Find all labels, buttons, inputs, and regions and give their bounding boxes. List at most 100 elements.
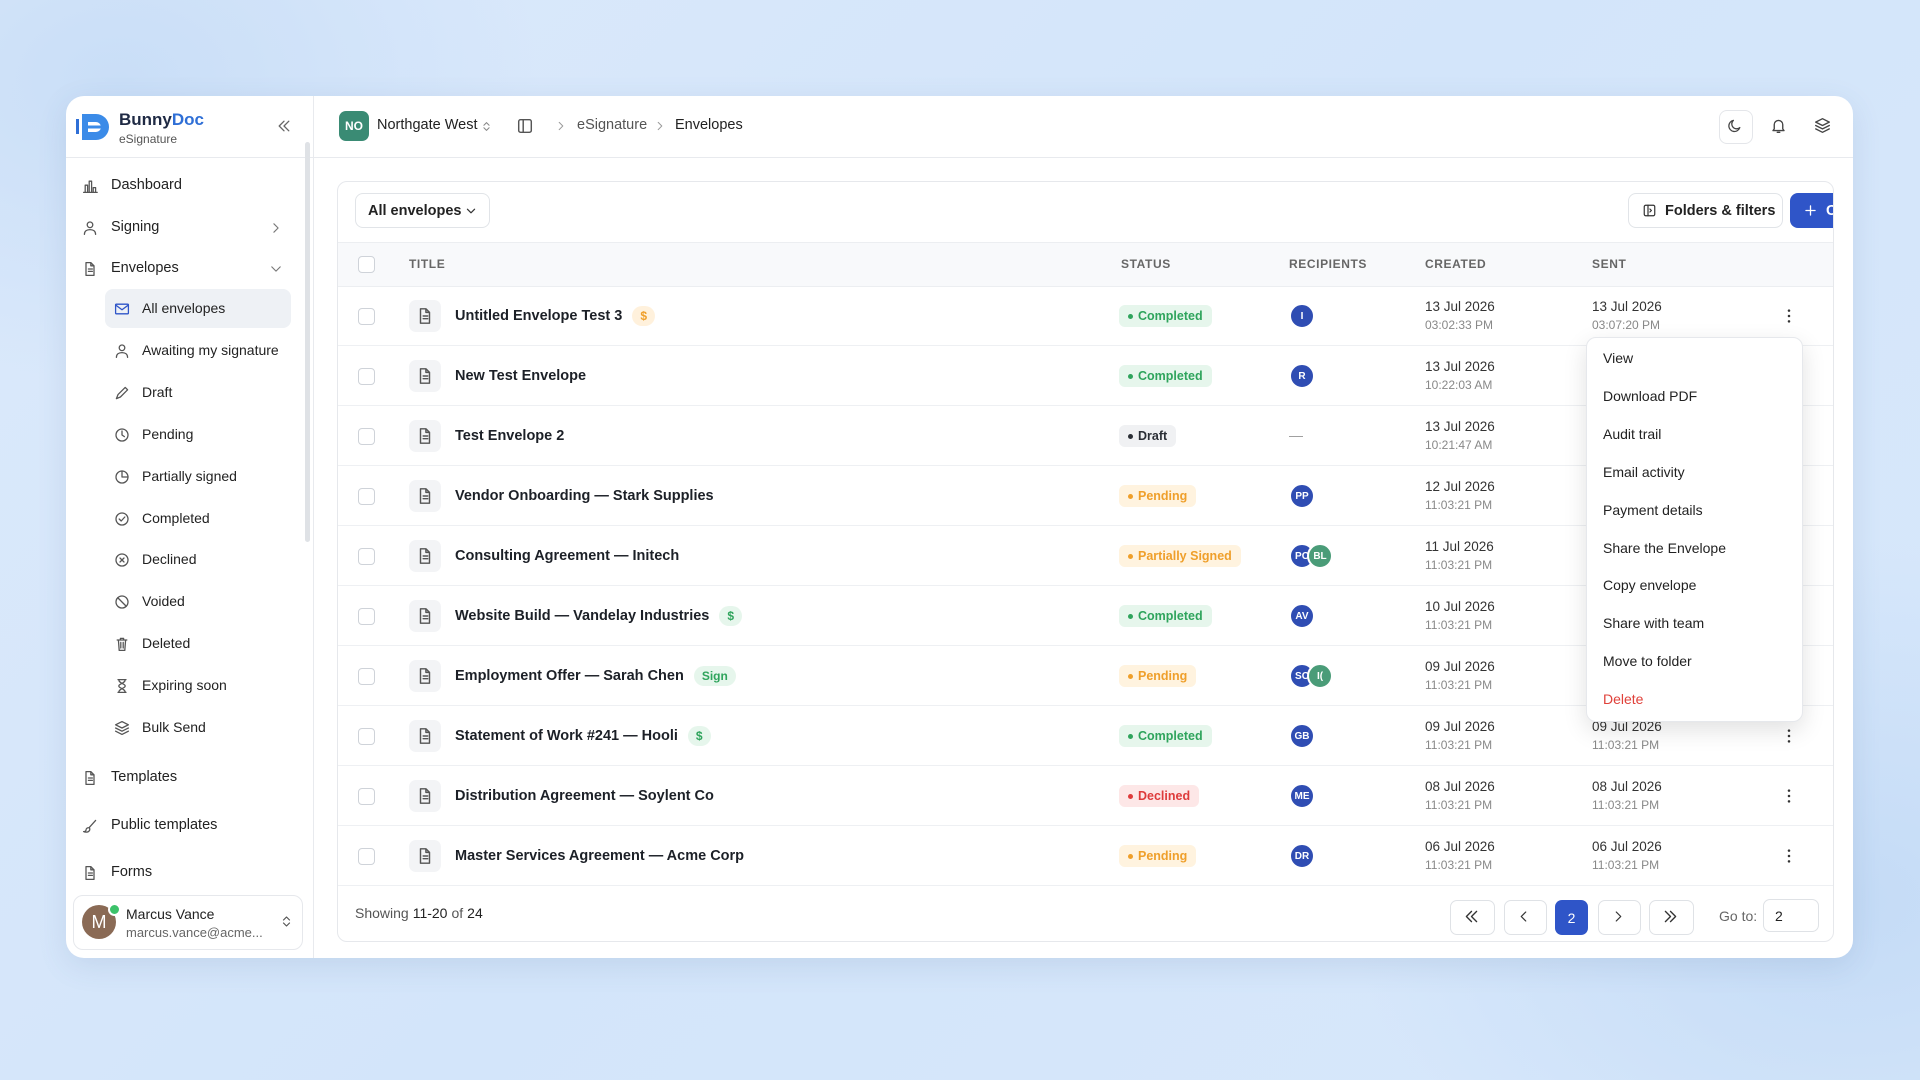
- table-row[interactable]: [338, 586, 1833, 646]
- envelope-nav-item[interactable]: Partially signed: [142, 467, 237, 484]
- chart-icon: [82, 180, 98, 194]
- bottom-nav-item[interactable]: Public templates: [111, 816, 218, 833]
- table-row[interactable]: [338, 406, 1833, 466]
- row-checkbox[interactable]: [358, 548, 375, 565]
- status-badge: Pending: [1119, 485, 1197, 507]
- theme-button[interactable]: [1719, 110, 1753, 144]
- envelope-title[interactable]: Employment Offer — Sarah Chen: [455, 668, 684, 684]
- menu-item[interactable]: Copy envelope: [1603, 577, 1697, 594]
- created-time: 11:03:21 PM: [1425, 858, 1493, 872]
- goto-input[interactable]: 2: [1763, 899, 1819, 932]
- created-date: 13 Jul 2026: [1425, 359, 1495, 374]
- prev-page-button[interactable]: [1504, 900, 1547, 935]
- title-cell: Vendor Onboarding — Stark Supplies: [455, 485, 714, 507]
- menu-item[interactable]: Move to folder: [1603, 653, 1692, 670]
- envelope-title[interactable]: Test Envelope 2: [455, 428, 565, 444]
- table-row[interactable]: [338, 646, 1833, 706]
- created-time: 10:21:47 AM: [1425, 438, 1493, 452]
- envelope-title[interactable]: Untitled Envelope Test 3: [455, 308, 623, 324]
- panel-icon[interactable]: [516, 117, 534, 135]
- envelope-nav-item[interactable]: Awaiting my signature: [142, 341, 279, 358]
- bottom-nav-item[interactable]: Forms: [111, 864, 153, 880]
- kebab-icon[interactable]: [1780, 847, 1798, 865]
- user-name: Marcus Vance: [126, 906, 215, 922]
- row-checkbox[interactable]: [358, 788, 375, 805]
- kebab-icon[interactable]: [1780, 787, 1798, 805]
- envelope-nav-item[interactable]: Deleted: [142, 635, 191, 652]
- dleft-icon[interactable]: [276, 118, 292, 134]
- kebab-icon[interactable]: [1780, 727, 1798, 745]
- folders-button[interactable]: Folders & filters: [1628, 193, 1783, 228]
- menu-item[interactable]: Email activity: [1603, 463, 1685, 480]
- envelope-title[interactable]: Website Build — Vandelay Industries: [455, 608, 710, 624]
- envelope-nav-item[interactable]: All envelopes: [142, 300, 226, 316]
- table-row[interactable]: [338, 466, 1833, 526]
- menu-item[interactable]: Delete: [1603, 691, 1644, 708]
- no-recipients: —: [1289, 427, 1303, 443]
- layers-icon[interactable]: [1814, 117, 1831, 134]
- column-header: TITLE: [409, 257, 446, 271]
- bottom-nav-item[interactable]: Templates: [111, 769, 178, 785]
- menu-item[interactable]: Audit trail: [1603, 425, 1662, 442]
- sent-date: 06 Jul 2026: [1592, 839, 1662, 854]
- envelope-title[interactable]: Vendor Onboarding — Stark Supplies: [455, 488, 714, 504]
- nav-item[interactable]: Envelopes: [111, 260, 179, 276]
- header-checkbox[interactable]: [358, 256, 375, 273]
- row-checkbox[interactable]: [358, 488, 375, 505]
- table-row[interactable]: [338, 526, 1833, 586]
- envelope-title[interactable]: New Test Envelope: [455, 368, 587, 384]
- filter-dropdown[interactable]: All envelopes: [355, 193, 490, 228]
- hour-icon: [117, 679, 127, 694]
- row-checkbox[interactable]: [358, 608, 375, 625]
- last-page-button[interactable]: [1649, 900, 1694, 935]
- menu-item[interactable]: Share the Envelope: [1603, 539, 1726, 556]
- row-checkbox[interactable]: [358, 368, 375, 385]
- created-time: 11:03:21 PM: [1425, 738, 1493, 752]
- envelope-title[interactable]: Master Services Agreement — Acme Corp: [455, 848, 745, 864]
- menu-item[interactable]: Share with team: [1603, 615, 1705, 632]
- row-checkbox[interactable]: [358, 668, 375, 685]
- nav-item[interactable]: Dashboard: [111, 177, 182, 193]
- status-text: Completed: [1138, 309, 1203, 323]
- status-text: Completed: [1138, 369, 1203, 383]
- envelope-nav-item[interactable]: Draft: [142, 383, 173, 400]
- current-page[interactable]: 2: [1555, 900, 1588, 935]
- envelope-title[interactable]: Distribution Agreement — Soylent Co: [455, 788, 714, 804]
- sent-time: 03:07:20 PM: [1592, 318, 1661, 332]
- envelope-title[interactable]: Consulting Agreement — Initech: [455, 548, 680, 564]
- envelope-tag: Sign: [693, 666, 736, 686]
- menu-item[interactable]: View: [1603, 350, 1634, 366]
- status-text: Pending: [1138, 489, 1188, 503]
- kebab-icon[interactable]: [1780, 307, 1798, 325]
- envelope-nav-item[interactable]: Expiring soon: [142, 677, 227, 694]
- envelope-nav-item[interactable]: Bulk Send: [142, 719, 206, 735]
- menu-item[interactable]: Download PDF: [1603, 387, 1698, 404]
- org-name[interactable]: Northgate West: [377, 117, 478, 133]
- title-cell: Website Build — Vandelay Industries $: [455, 605, 743, 627]
- nav-item[interactable]: Signing: [111, 219, 160, 235]
- row-checkbox[interactable]: [358, 308, 375, 325]
- user-card[interactable]: M Marcus Vance marcus.vance@acme...: [73, 895, 303, 950]
- envelope-nav-item[interactable]: Pending: [142, 425, 194, 442]
- bell-icon[interactable]: [1770, 117, 1787, 134]
- of-label: of: [451, 905, 464, 921]
- table-row[interactable]: [338, 826, 1833, 886]
- table-row[interactable]: [338, 706, 1833, 766]
- envelope-nav-item[interactable]: Completed: [142, 509, 210, 526]
- breadcrumb[interactable]: eSignature: [577, 117, 648, 133]
- row-checkbox[interactable]: [358, 728, 375, 745]
- doc-icon: [85, 770, 95, 786]
- row-checkbox[interactable]: [358, 848, 375, 865]
- table-row[interactable]: [338, 766, 1833, 826]
- create-button[interactable]: Create: [1790, 193, 1833, 228]
- menu-item[interactable]: Payment details: [1603, 501, 1703, 518]
- envelope-title[interactable]: Statement of Work #241 — Hooli: [455, 728, 678, 744]
- table-row[interactable]: [338, 286, 1833, 346]
- created-date: 06 Jul 2026: [1425, 839, 1495, 854]
- status-badge: Pending: [1119, 665, 1197, 687]
- envelope-nav-item[interactable]: Declined: [142, 551, 197, 568]
- row-checkbox[interactable]: [358, 428, 375, 445]
- table-row[interactable]: [338, 346, 1833, 406]
- envelope-nav-item[interactable]: Voided: [142, 593, 185, 610]
- created-time: 11:03:21 PM: [1425, 678, 1493, 692]
